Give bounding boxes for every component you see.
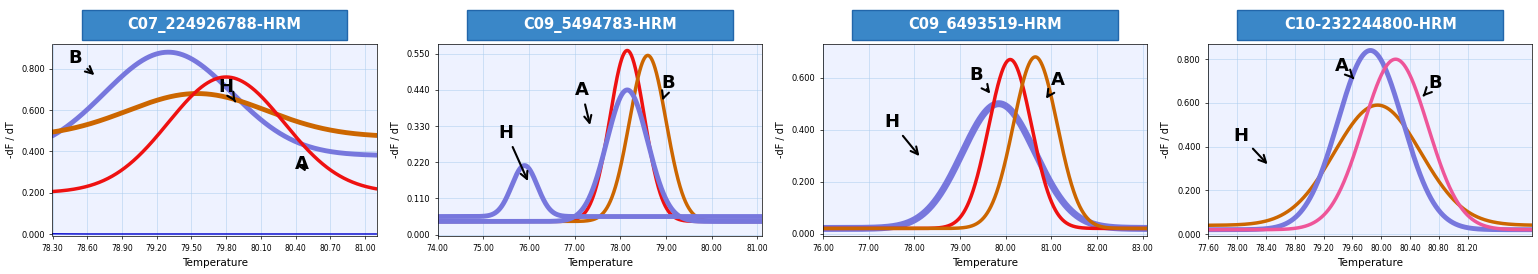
Text: A: A: [1047, 71, 1066, 97]
X-axis label: Temperature: Temperature: [1338, 258, 1403, 269]
X-axis label: Temperature: Temperature: [568, 258, 632, 269]
Y-axis label: -dF / dT: -dF / dT: [6, 122, 15, 158]
Text: H: H: [1233, 127, 1266, 162]
X-axis label: Temperature: Temperature: [952, 258, 1018, 269]
Text: C09_5494783-HRM: C09_5494783-HRM: [523, 17, 677, 33]
Text: C09_6493519-HRM: C09_6493519-HRM: [909, 17, 1061, 33]
Y-axis label: -dF / dT: -dF / dT: [777, 122, 786, 158]
Text: A: A: [294, 155, 308, 173]
Text: A: A: [575, 81, 591, 123]
Text: C07_224926788-HRM: C07_224926788-HRM: [128, 17, 301, 33]
Text: B: B: [661, 74, 675, 99]
Text: H: H: [218, 78, 235, 101]
Text: H: H: [498, 124, 528, 179]
Text: B: B: [69, 49, 92, 74]
Text: B: B: [969, 66, 989, 92]
Y-axis label: -dF / dT: -dF / dT: [1161, 122, 1172, 158]
Text: A: A: [1335, 57, 1353, 78]
Text: B: B: [1424, 74, 1443, 96]
X-axis label: Temperature: Temperature: [181, 258, 248, 269]
Y-axis label: -dF / dT: -dF / dT: [391, 122, 401, 158]
Text: H: H: [884, 113, 918, 154]
Text: C10-232244800-HRM: C10-232244800-HRM: [1284, 17, 1456, 32]
